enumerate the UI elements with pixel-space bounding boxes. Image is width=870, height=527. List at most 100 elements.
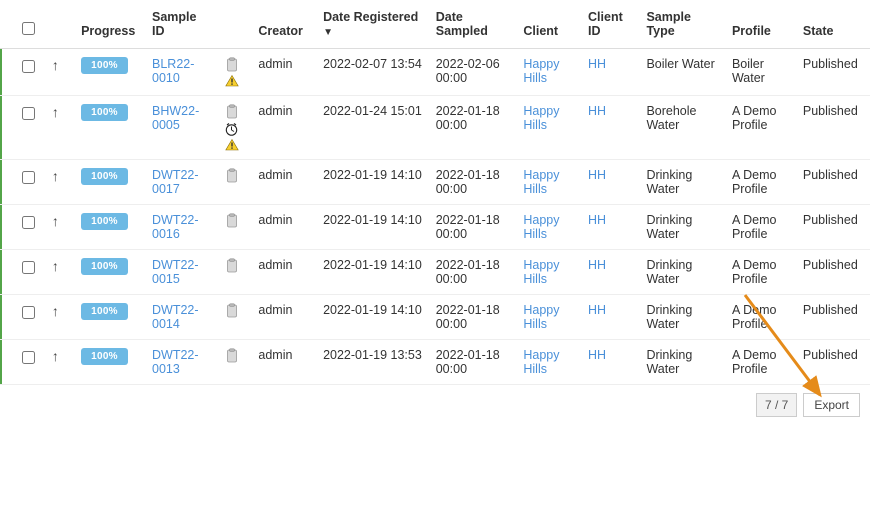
promote-arrow-icon[interactable]: ↑ xyxy=(52,169,59,183)
date-registered-cell: 2022-01-24 15:01 xyxy=(317,96,430,160)
table-row: ↑100%DWT22-0013 admin2022-01-19 13:53202… xyxy=(0,340,870,385)
header-profile[interactable]: Profile xyxy=(726,0,797,49)
promote-arrow-icon[interactable]: ↑ xyxy=(52,105,59,119)
row-checkbox[interactable] xyxy=(22,261,35,274)
sample-type-cell: Borehole Water xyxy=(640,96,726,160)
profile-cell: Boiler Water xyxy=(726,49,797,96)
header-client-id[interactable]: Client ID xyxy=(582,0,640,49)
clipboard-icon xyxy=(225,213,239,229)
header-creator[interactable]: Creator xyxy=(252,0,317,49)
export-button[interactable]: Export xyxy=(803,393,860,417)
client-link[interactable]: Happy Hills xyxy=(523,104,559,132)
clipboard-icon xyxy=(225,168,239,184)
header-state[interactable]: State xyxy=(797,0,870,49)
date-registered-cell: 2022-01-19 13:53 xyxy=(317,340,430,385)
promote-arrow-icon[interactable]: ↑ xyxy=(52,304,59,318)
row-checkbox[interactable] xyxy=(22,107,35,120)
state-cell: Published xyxy=(797,205,870,250)
client-link[interactable]: Happy Hills xyxy=(523,213,559,241)
date-sampled-cell: 2022-01-18 00:00 xyxy=(430,250,518,295)
profile-cell: A Demo Profile xyxy=(726,295,797,340)
state-cell: Published xyxy=(797,250,870,295)
row-icon-stack xyxy=(217,104,247,151)
sample-id-link[interactable]: DWT22-0014 xyxy=(152,303,199,331)
sample-type-cell: Drinking Water xyxy=(640,250,726,295)
promote-arrow-icon[interactable]: ↑ xyxy=(52,214,59,228)
promote-arrow-icon[interactable]: ↑ xyxy=(52,259,59,273)
sample-type-cell: Drinking Water xyxy=(640,205,726,250)
clipboard-icon xyxy=(225,303,239,319)
table-row: ↑ 100% DWT22-0015 admin2022-01-19 14:10202… xyxy=(0,250,870,295)
header-sample-type[interactable]: Sample Type xyxy=(640,0,726,49)
progress-badge: 100% xyxy=(81,104,128,121)
client-id-link[interactable]: HH xyxy=(588,258,606,272)
row-icon-stack xyxy=(217,213,247,229)
creator-cell: admin xyxy=(252,160,317,205)
creator-cell: admin xyxy=(252,96,317,160)
state-cell: Published xyxy=(797,96,870,160)
profile-cell: A Demo Profile xyxy=(726,250,797,295)
row-checkbox[interactable] xyxy=(22,216,35,229)
progress-badge: 100% xyxy=(81,258,128,275)
client-id-link[interactable]: HH xyxy=(588,57,606,71)
header-progress[interactable]: Progress xyxy=(75,0,146,49)
date-sampled-cell: 2022-01-18 00:00 xyxy=(430,160,518,205)
date-registered-cell: 2022-01-19 14:10 xyxy=(317,295,430,340)
row-checkbox[interactable] xyxy=(22,351,35,364)
sample-id-link[interactable]: DWT22-0013 xyxy=(152,348,199,376)
header-client[interactable]: Client xyxy=(517,0,582,49)
date-sampled-cell: 2022-01-18 00:00 xyxy=(430,340,518,385)
client-link[interactable]: Happy Hills xyxy=(523,303,559,331)
sample-id-link[interactable]: DWT22-0016 xyxy=(152,213,199,241)
client-id-link[interactable]: HH xyxy=(588,303,606,317)
sample-id-link[interactable]: BHW22-0005 xyxy=(152,104,199,132)
client-id-link[interactable]: HH xyxy=(588,104,606,118)
sample-type-cell: Drinking Water xyxy=(640,340,726,385)
row-checkbox[interactable] xyxy=(22,171,35,184)
warning-icon xyxy=(225,139,239,151)
clock-icon xyxy=(224,122,239,137)
date-sampled-cell: 2022-02-06 00:00 xyxy=(430,49,518,96)
row-icon-stack xyxy=(217,258,247,274)
client-id-link[interactable]: HH xyxy=(588,213,606,227)
date-sampled-cell: 2022-01-18 00:00 xyxy=(430,96,518,160)
sample-id-link[interactable]: BLR22-0010 xyxy=(152,57,194,85)
table-row: ↑100%BLR22-0010 admin2022-02-07 13:54202… xyxy=(0,49,870,96)
row-checkbox[interactable] xyxy=(22,60,35,73)
header-sample-id[interactable]: Sample ID xyxy=(146,0,211,49)
promote-arrow-icon[interactable]: ↑ xyxy=(52,58,59,72)
sample-type-cell: Drinking Water xyxy=(640,160,726,205)
client-link[interactable]: Happy Hills xyxy=(523,258,559,286)
sample-type-cell: Drinking Water xyxy=(640,295,726,340)
header-date-sampled[interactable]: Date Sampled xyxy=(430,0,518,49)
date-registered-cell: 2022-01-19 14:10 xyxy=(317,250,430,295)
date-registered-cell: 2022-01-19 14:10 xyxy=(317,205,430,250)
client-link[interactable]: Happy Hills xyxy=(523,168,559,196)
clipboard-icon xyxy=(225,348,239,364)
row-icon-stack xyxy=(217,303,247,319)
select-all-checkbox[interactable] xyxy=(22,22,35,35)
progress-badge: 100% xyxy=(81,57,128,74)
creator-cell: admin xyxy=(252,340,317,385)
sample-id-link[interactable]: DWT22-0015 xyxy=(152,258,199,286)
progress-badge: 100% xyxy=(81,303,128,320)
progress-badge: 100% xyxy=(81,213,128,230)
row-icon-stack xyxy=(217,57,247,87)
client-link[interactable]: Happy Hills xyxy=(523,348,559,376)
state-cell: Published xyxy=(797,295,870,340)
date-registered-cell: 2022-01-19 14:10 xyxy=(317,160,430,205)
row-icon-stack xyxy=(217,168,247,184)
promote-arrow-icon[interactable]: ↑ xyxy=(52,349,59,363)
client-id-link[interactable]: HH xyxy=(588,168,606,182)
row-checkbox[interactable] xyxy=(22,306,35,319)
state-cell: Published xyxy=(797,49,870,96)
sample-type-cell: Boiler Water xyxy=(640,49,726,96)
sample-id-link[interactable]: DWT22-0017 xyxy=(152,168,199,196)
creator-cell: admin xyxy=(252,250,317,295)
row-icon-stack xyxy=(217,348,247,364)
date-sampled-cell: 2022-01-18 00:00 xyxy=(430,205,518,250)
client-id-link[interactable]: HH xyxy=(588,348,606,362)
client-link[interactable]: Happy Hills xyxy=(523,57,559,85)
warning-icon xyxy=(225,75,239,87)
header-date-registered[interactable]: Date Registered ▼ xyxy=(317,0,430,49)
